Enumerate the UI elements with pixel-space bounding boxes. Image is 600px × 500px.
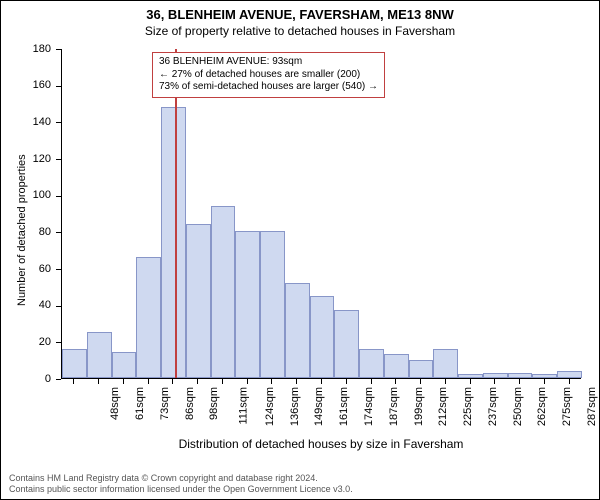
y-tick-label: 100: [1, 189, 51, 201]
x-tick-mark: [148, 379, 149, 384]
x-tick-mark: [494, 379, 495, 384]
y-tick-label: 160: [1, 79, 51, 91]
x-tick-mark: [222, 379, 223, 384]
footer: Contains HM Land Registry data © Crown c…: [9, 473, 591, 495]
y-tick-mark: [56, 49, 61, 50]
x-tick-label: 262sqm: [536, 387, 548, 426]
histogram-bar: [87, 332, 112, 378]
histogram-bar: [557, 371, 582, 378]
x-tick-label: 48sqm: [109, 387, 121, 420]
x-tick-label: 111sqm: [238, 387, 250, 425]
x-tick-mark: [346, 379, 347, 384]
x-tick-label: 73sqm: [159, 387, 171, 420]
info-line-1: 36 BLENHEIM AVENUE: 93sqm: [159, 56, 378, 69]
x-tick-label: 174sqm: [363, 387, 375, 426]
x-tick-label: 86sqm: [184, 387, 196, 420]
histogram-bar: [161, 107, 186, 378]
subtitle: Size of property relative to detached ho…: [1, 22, 599, 38]
info-box: 36 BLENHEIM AVENUE: 93sqm ← 27% of detac…: [152, 52, 385, 98]
x-tick-mark: [123, 379, 124, 384]
y-tick-mark: [56, 122, 61, 123]
histogram-bar: [285, 283, 310, 378]
histogram-bar: [433, 349, 458, 378]
x-tick-mark: [321, 379, 322, 384]
x-axis-label: Distribution of detached houses by size …: [61, 437, 581, 451]
histogram-bar: [334, 310, 359, 378]
y-tick-mark: [56, 306, 61, 307]
x-tick-mark: [172, 379, 173, 384]
x-tick-label: 149sqm: [314, 387, 326, 426]
x-tick-label: 161sqm: [338, 387, 350, 426]
x-tick-label: 212sqm: [437, 387, 449, 426]
x-tick-label: 124sqm: [264, 387, 276, 426]
x-tick-label: 225sqm: [462, 387, 474, 426]
y-tick-mark: [56, 342, 61, 343]
x-tick-mark: [247, 379, 248, 384]
y-tick-label: 180: [1, 43, 51, 55]
plot-area: 36 BLENHEIM AVENUE: 93sqm ← 27% of detac…: [61, 49, 581, 379]
x-tick-label: 187sqm: [388, 387, 400, 426]
info-line-3: 73% of semi-detached houses are larger (…: [159, 81, 378, 94]
y-tick-label: 60: [1, 263, 51, 275]
y-tick-mark: [56, 159, 61, 160]
y-tick-label: 120: [1, 153, 51, 165]
histogram-bar: [310, 296, 335, 379]
histogram-bar: [211, 206, 236, 378]
x-tick-mark: [197, 379, 198, 384]
histogram-bar: [136, 257, 161, 378]
headline: 36, BLENHEIM AVENUE, FAVERSHAM, ME13 8NW: [1, 1, 599, 22]
x-tick-label: 250sqm: [512, 387, 524, 426]
x-tick-mark: [271, 379, 272, 384]
x-tick-mark: [395, 379, 396, 384]
histogram-bar: [359, 349, 384, 378]
y-tick-mark: [56, 269, 61, 270]
y-tick-label: 80: [1, 226, 51, 238]
y-tick-label: 40: [1, 299, 51, 311]
property-marker-line: [175, 49, 177, 378]
x-tick-label: 136sqm: [289, 387, 301, 426]
x-tick-mark: [569, 379, 570, 384]
y-tick-mark: [56, 86, 61, 87]
histogram-bar: [508, 373, 533, 379]
footer-line-1: Contains HM Land Registry data © Crown c…: [9, 473, 591, 484]
figure-container: 36, BLENHEIM AVENUE, FAVERSHAM, ME13 8NW…: [0, 0, 600, 500]
histogram-bar: [235, 231, 260, 378]
histogram-bar: [384, 354, 409, 378]
x-tick-label: 199sqm: [413, 387, 425, 426]
x-tick-mark: [445, 379, 446, 384]
x-tick-label: 98sqm: [208, 387, 220, 420]
y-tick-label: 0: [1, 373, 51, 385]
histogram-bar: [260, 231, 285, 378]
footer-line-2: Contains public sector information licen…: [9, 484, 591, 495]
histogram-bar: [532, 374, 557, 378]
histogram-bar: [62, 349, 87, 378]
x-tick-mark: [470, 379, 471, 384]
x-tick-label: 275sqm: [561, 387, 573, 426]
y-tick-label: 140: [1, 116, 51, 128]
x-tick-mark: [544, 379, 545, 384]
histogram-bar: [409, 360, 434, 378]
histogram-bar: [483, 373, 508, 379]
histogram-bar: [458, 374, 483, 378]
y-tick-mark: [56, 232, 61, 233]
x-tick-label: 287sqm: [586, 387, 598, 426]
x-tick-mark: [519, 379, 520, 384]
x-tick-mark: [98, 379, 99, 384]
y-tick-label: 20: [1, 336, 51, 348]
y-tick-mark: [56, 379, 61, 380]
histogram-bar: [112, 352, 137, 378]
y-tick-mark: [56, 196, 61, 197]
x-tick-mark: [420, 379, 421, 384]
x-tick-mark: [371, 379, 372, 384]
x-tick-label: 237sqm: [487, 387, 499, 426]
x-tick-mark: [73, 379, 74, 384]
x-tick-mark: [296, 379, 297, 384]
info-line-2: ← 27% of detached houses are smaller (20…: [159, 69, 378, 82]
x-tick-label: 61sqm: [134, 387, 146, 420]
histogram-bar: [186, 224, 211, 378]
